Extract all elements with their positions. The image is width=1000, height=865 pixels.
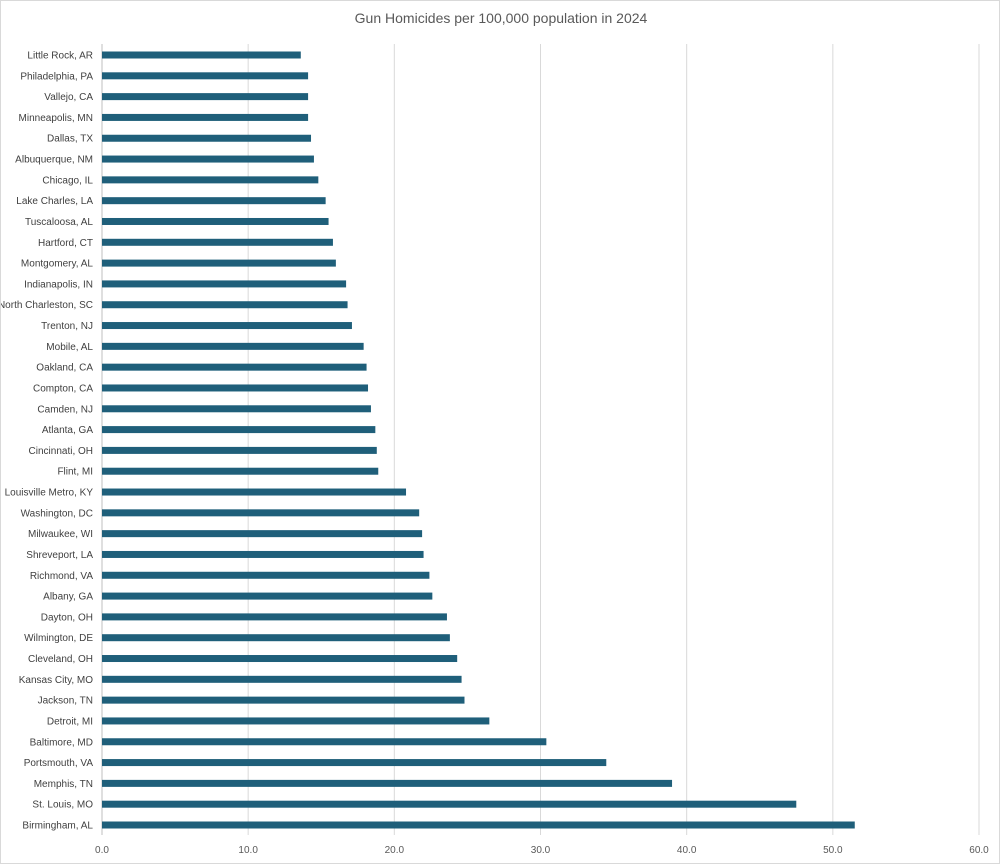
x-tick-label: 50.0 xyxy=(823,845,843,856)
category-label: Louisville Metro, KY xyxy=(5,488,94,499)
gridlines xyxy=(101,44,980,835)
bar xyxy=(102,217,329,225)
category-label: Minneapolis, MN xyxy=(19,113,93,124)
bar xyxy=(102,530,423,538)
bar xyxy=(102,738,547,746)
category-label: Hartford, CT xyxy=(38,238,93,249)
bar xyxy=(102,509,420,517)
bar xyxy=(102,280,347,288)
category-label: Chicago, IL xyxy=(42,175,93,186)
bar xyxy=(102,322,352,330)
category-label: Milwaukee, WI xyxy=(28,529,93,540)
category-label: Atlanta, GA xyxy=(42,425,93,436)
category-label: Vallejo, CA xyxy=(44,92,93,103)
bar xyxy=(102,696,465,704)
bar xyxy=(102,155,314,163)
category-label: Albuquerque, NM xyxy=(15,155,93,166)
chart-title: Gun Homicides per 100,000 population in … xyxy=(354,10,648,26)
bar xyxy=(102,655,458,663)
x-tick-label: 60.0 xyxy=(969,845,989,856)
category-label: Lake Charles, LA xyxy=(16,196,93,207)
category-label: St. Louis, MO xyxy=(32,800,93,811)
bar xyxy=(102,613,447,621)
bar xyxy=(102,467,379,475)
bar xyxy=(102,342,364,350)
x-tick-label: 20.0 xyxy=(385,845,405,856)
bar xyxy=(102,72,309,80)
bar xyxy=(102,571,430,579)
bar xyxy=(102,113,309,121)
bar xyxy=(102,176,319,184)
category-label: Mobile, AL xyxy=(46,342,93,353)
bar xyxy=(102,405,371,413)
category-label: Little Rock, AR xyxy=(27,51,93,62)
x-tick-label: 30.0 xyxy=(531,845,551,856)
bar xyxy=(102,426,376,434)
x-tick-labels: 0.0 10.0 20.0 30.0 40.0 50.0 60.0 xyxy=(95,845,989,856)
bar xyxy=(102,821,855,829)
bar xyxy=(102,51,301,59)
category-label: Trenton, NJ xyxy=(41,321,93,332)
bar xyxy=(102,717,490,725)
x-tick-label: 40.0 xyxy=(677,845,697,856)
category-label: Baltimore, MD xyxy=(30,737,93,748)
bar xyxy=(102,446,377,454)
category-label: Flint, MI xyxy=(57,467,93,478)
bar xyxy=(102,488,407,496)
bar xyxy=(102,197,326,205)
x-tick-label: 10.0 xyxy=(238,845,258,856)
category-label: Wilmington, DE xyxy=(24,633,93,644)
bar xyxy=(102,675,462,683)
bar xyxy=(102,779,673,787)
bar xyxy=(102,301,348,309)
category-label: Kansas City, MO xyxy=(19,675,93,686)
category-label: Portsmouth, VA xyxy=(24,758,94,769)
bar xyxy=(102,592,433,600)
x-tick-label: 0.0 xyxy=(95,845,109,856)
bar xyxy=(102,634,450,642)
bar xyxy=(102,238,333,246)
category-label: Dayton, OH xyxy=(41,612,93,623)
category-labels: Little Rock, AR Philadelphia, PA Vallejo, … xyxy=(1,51,93,832)
category-label: Cincinnati, OH xyxy=(29,446,93,457)
category-label: Detroit, MI xyxy=(47,716,93,727)
category-label: Montgomery, AL xyxy=(21,259,94,270)
category-label: Dallas, TX xyxy=(47,134,93,145)
category-label: Birmingham, AL xyxy=(22,821,93,832)
category-label: Shreveport, LA xyxy=(26,550,93,561)
bar xyxy=(102,363,367,371)
bar xyxy=(102,259,336,267)
bar xyxy=(102,384,369,392)
bars xyxy=(102,51,855,829)
bar xyxy=(102,759,607,767)
bar xyxy=(102,134,312,142)
category-label: Compton, CA xyxy=(33,383,93,394)
bar xyxy=(102,800,797,808)
category-label: North Charleston, SC xyxy=(1,300,93,311)
category-label: Tuscaloosa, AL xyxy=(25,217,93,228)
bar xyxy=(102,550,424,558)
category-label: Jackson, TN xyxy=(38,696,93,707)
bar xyxy=(102,93,309,101)
category-label: Camden, NJ xyxy=(37,404,93,415)
category-label: Memphis, TN xyxy=(34,779,93,790)
category-label: Oakland, CA xyxy=(36,363,93,374)
category-label: Washington, DC xyxy=(21,508,93,519)
category-label: Cleveland, OH xyxy=(28,654,93,665)
category-label: Albany, GA xyxy=(43,592,93,603)
category-label: Philadelphia, PA xyxy=(20,71,93,82)
category-label: Indianapolis, IN xyxy=(24,279,93,290)
category-label: Richmond, VA xyxy=(30,571,94,582)
